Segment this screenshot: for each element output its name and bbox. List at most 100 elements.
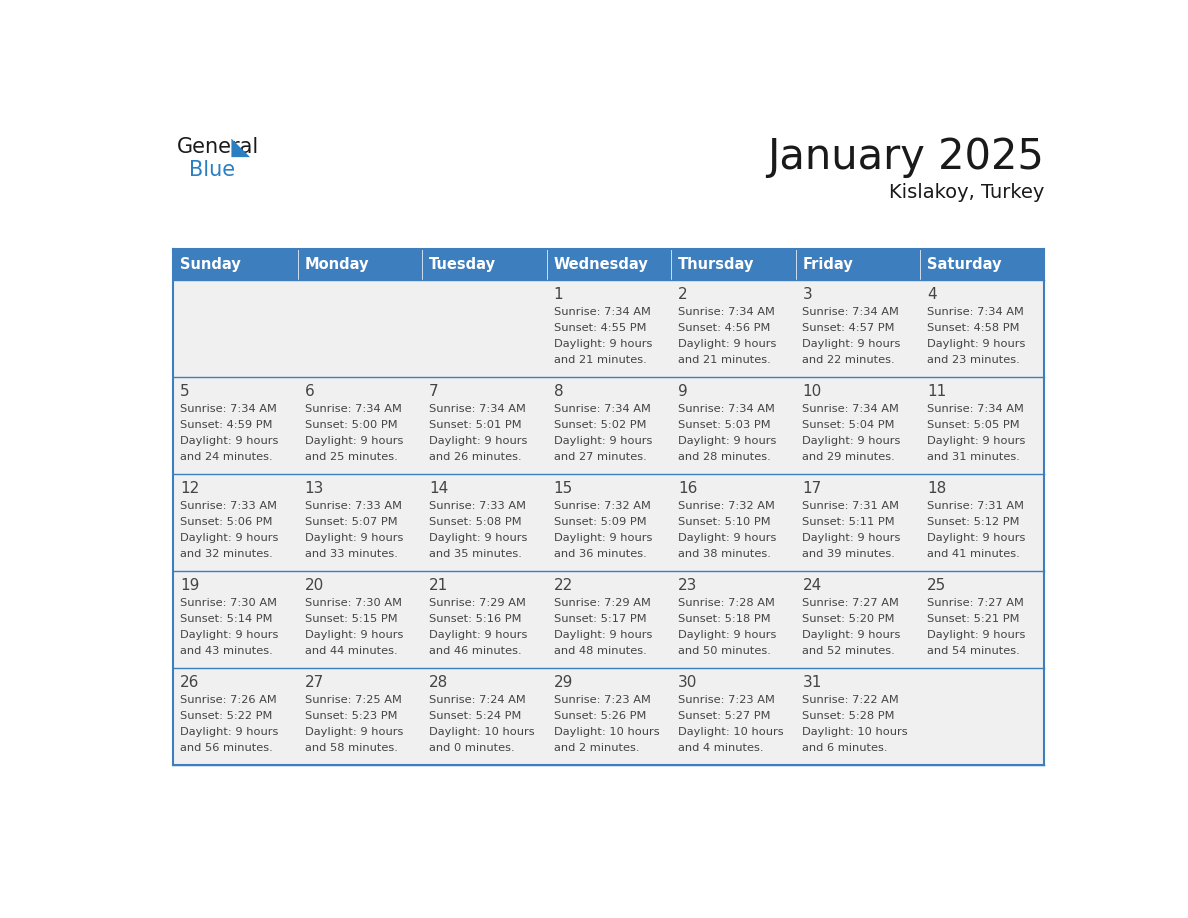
Text: 9: 9 [678,385,688,399]
Text: Sunrise: 7:31 AM: Sunrise: 7:31 AM [927,501,1024,511]
Text: Sunset: 5:18 PM: Sunset: 5:18 PM [678,614,771,624]
Polygon shape [232,139,249,157]
Bar [796,280,920,376]
Text: and 48 minutes.: and 48 minutes. [554,645,646,655]
Text: Daylight: 9 hours: Daylight: 9 hours [802,436,901,446]
Bar [173,474,298,571]
Text: 28: 28 [429,676,448,690]
Text: and 27 minutes.: and 27 minutes. [554,452,646,462]
Text: and 56 minutes.: and 56 minutes. [181,743,273,753]
Text: Sunrise: 7:33 AM: Sunrise: 7:33 AM [304,501,402,511]
Text: and 33 minutes.: and 33 minutes. [304,549,398,559]
Text: and 39 minutes.: and 39 minutes. [802,549,896,559]
Text: Sunrise: 7:34 AM: Sunrise: 7:34 AM [554,308,651,318]
Text: and 4 minutes.: and 4 minutes. [678,743,764,753]
Text: Friday: Friday [802,257,853,272]
Text: Sunset: 5:23 PM: Sunset: 5:23 PM [304,711,397,722]
Text: Sunset: 4:56 PM: Sunset: 4:56 PM [678,323,771,333]
Text: Sunset: 5:08 PM: Sunset: 5:08 PM [429,517,522,527]
Text: 22: 22 [554,578,573,593]
Text: 7: 7 [429,385,438,399]
Text: Sunset: 5:12 PM: Sunset: 5:12 PM [927,517,1019,527]
Text: Sunset: 5:17 PM: Sunset: 5:17 PM [554,614,646,624]
Bar [546,280,671,376]
Text: Daylight: 9 hours: Daylight: 9 hours [304,727,403,737]
Bar [796,667,920,765]
Text: Sunset: 4:55 PM: Sunset: 4:55 PM [554,323,646,333]
Bar [298,571,422,667]
Bar [422,249,546,280]
Text: and 54 minutes.: and 54 minutes. [927,645,1019,655]
Text: Daylight: 9 hours: Daylight: 9 hours [927,339,1025,349]
Text: Daylight: 9 hours: Daylight: 9 hours [429,630,527,640]
Text: Daylight: 9 hours: Daylight: 9 hours [181,727,279,737]
Text: and 21 minutes.: and 21 minutes. [678,354,771,364]
Text: 16: 16 [678,481,697,497]
Text: 17: 17 [802,481,822,497]
Text: Sunrise: 7:27 AM: Sunrise: 7:27 AM [927,599,1024,609]
Bar [422,667,546,765]
Bar [422,376,546,474]
Text: and 41 minutes.: and 41 minutes. [927,549,1019,559]
Text: 31: 31 [802,676,822,690]
Text: Daylight: 9 hours: Daylight: 9 hours [927,532,1025,543]
Bar [920,667,1044,765]
Bar [298,474,422,571]
Text: Thursday: Thursday [678,257,754,272]
Text: 21: 21 [429,578,448,593]
Text: and 36 minutes.: and 36 minutes. [554,549,646,559]
Text: Sunrise: 7:25 AM: Sunrise: 7:25 AM [304,695,402,705]
Text: Daylight: 9 hours: Daylight: 9 hours [678,630,777,640]
Text: Tuesday: Tuesday [429,257,497,272]
Bar [173,249,298,280]
Text: Sunset: 5:15 PM: Sunset: 5:15 PM [304,614,397,624]
Text: 19: 19 [181,578,200,593]
Text: 15: 15 [554,481,573,497]
Text: Sunset: 5:14 PM: Sunset: 5:14 PM [181,614,273,624]
Text: Sunrise: 7:31 AM: Sunrise: 7:31 AM [802,501,899,511]
Text: and 52 minutes.: and 52 minutes. [802,645,896,655]
Text: Wednesday: Wednesday [554,257,649,272]
Text: and 0 minutes.: and 0 minutes. [429,743,514,753]
Bar [422,571,546,667]
Text: Sunrise: 7:23 AM: Sunrise: 7:23 AM [554,695,651,705]
Text: General: General [177,137,259,157]
Text: 8: 8 [554,385,563,399]
Bar [546,667,671,765]
Text: Daylight: 9 hours: Daylight: 9 hours [304,436,403,446]
Text: Sunset: 5:05 PM: Sunset: 5:05 PM [927,420,1019,431]
Text: Sunrise: 7:34 AM: Sunrise: 7:34 AM [802,308,899,318]
Bar [920,474,1044,571]
Bar [173,667,298,765]
Text: and 32 minutes.: and 32 minutes. [181,549,273,559]
Text: Sunrise: 7:32 AM: Sunrise: 7:32 AM [678,501,775,511]
Text: and 35 minutes.: and 35 minutes. [429,549,522,559]
Text: Sunrise: 7:22 AM: Sunrise: 7:22 AM [802,695,899,705]
Text: Sunrise: 7:33 AM: Sunrise: 7:33 AM [181,501,277,511]
Text: Sunrise: 7:33 AM: Sunrise: 7:33 AM [429,501,526,511]
Text: Daylight: 9 hours: Daylight: 9 hours [304,532,403,543]
Bar [796,571,920,667]
Text: 4: 4 [927,287,936,302]
Text: and 31 minutes.: and 31 minutes. [927,452,1019,462]
Text: Sunset: 5:01 PM: Sunset: 5:01 PM [429,420,522,431]
Text: 25: 25 [927,578,946,593]
Text: Daylight: 9 hours: Daylight: 9 hours [927,630,1025,640]
Bar [796,249,920,280]
Bar [546,376,671,474]
Text: 12: 12 [181,481,200,497]
Text: Monday: Monday [304,257,369,272]
Text: Sunset: 5:22 PM: Sunset: 5:22 PM [181,711,273,722]
Text: Sunset: 5:09 PM: Sunset: 5:09 PM [554,517,646,527]
Bar [298,280,422,376]
Text: Sunrise: 7:24 AM: Sunrise: 7:24 AM [429,695,526,705]
Bar [298,249,422,280]
Bar [422,474,546,571]
Bar [671,249,796,280]
Text: Daylight: 10 hours: Daylight: 10 hours [429,727,535,737]
Text: Sunset: 5:11 PM: Sunset: 5:11 PM [802,517,895,527]
Text: Sunrise: 7:30 AM: Sunrise: 7:30 AM [181,599,277,609]
Text: Sunset: 5:28 PM: Sunset: 5:28 PM [802,711,895,722]
Text: Daylight: 9 hours: Daylight: 9 hours [678,436,777,446]
Text: Daylight: 9 hours: Daylight: 9 hours [678,532,777,543]
